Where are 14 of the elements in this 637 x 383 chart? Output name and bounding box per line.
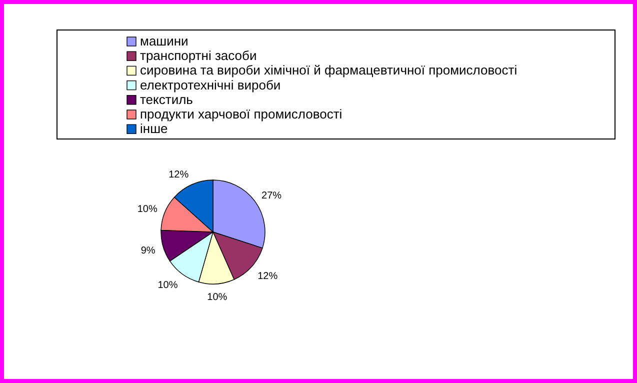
legend-label: сировина та вироби хімічної й фармацевтичної промисловості bbox=[140, 62, 518, 78]
legend-label: машини bbox=[140, 34, 188, 48]
data-label: 10% bbox=[207, 292, 228, 303]
legend-label: продукти харчової промисловості bbox=[140, 106, 342, 122]
data-label: 12% bbox=[168, 170, 189, 181]
data-label: 27% bbox=[262, 190, 282, 202]
legend-label: електротехнічні вироби bbox=[140, 77, 281, 92]
data-label: 12% bbox=[258, 270, 278, 282]
legend-label: інше bbox=[140, 121, 168, 136]
data-label: 10% bbox=[158, 280, 178, 291]
data-label: 10% bbox=[137, 204, 158, 216]
data-label: 9% bbox=[140, 246, 156, 257]
legend-label: текстиль bbox=[140, 92, 194, 107]
legend-label: транспортні засоби bbox=[140, 48, 257, 64]
